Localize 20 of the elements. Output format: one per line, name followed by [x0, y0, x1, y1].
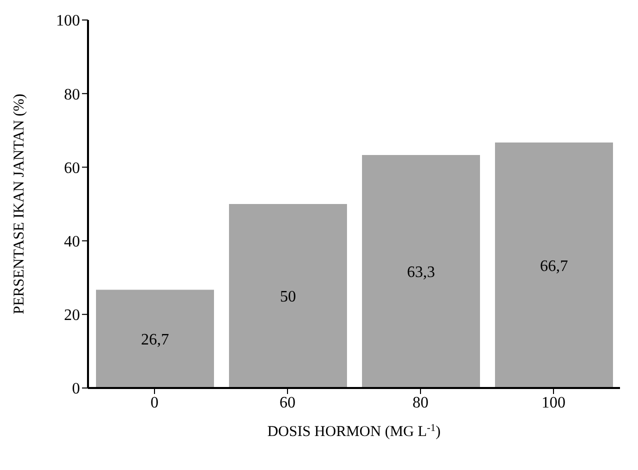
y-tick-label: 40 — [64, 233, 80, 250]
y-tick-label: 80 — [64, 86, 80, 104]
bar — [96, 290, 214, 388]
y-axis-title: PERSENTASE IKAN JANTAN (%) — [11, 94, 28, 314]
bar — [229, 204, 347, 388]
data-label: 63,3 — [407, 264, 435, 282]
y-tick-label: 0 — [72, 380, 80, 398]
x-tick-label: 0 — [150, 394, 158, 412]
x-axis-title: DOSIS HORMON (MG L$^{-1}$) — [267, 422, 441, 440]
data-label: 66,7 — [540, 258, 568, 275]
x-tick-label: 100 — [542, 394, 566, 412]
bar — [495, 142, 613, 388]
bar — [362, 155, 480, 388]
y-tick-label: 20 — [64, 307, 80, 324]
data-label: 26,7 — [141, 332, 169, 349]
y-tick-label: 100 — [56, 12, 80, 30]
x-tick-label: 60 — [280, 394, 296, 412]
x-tick-label: 80 — [412, 394, 428, 412]
data-label: 50 — [280, 288, 296, 306]
y-tick-label: 60 — [64, 160, 80, 177]
